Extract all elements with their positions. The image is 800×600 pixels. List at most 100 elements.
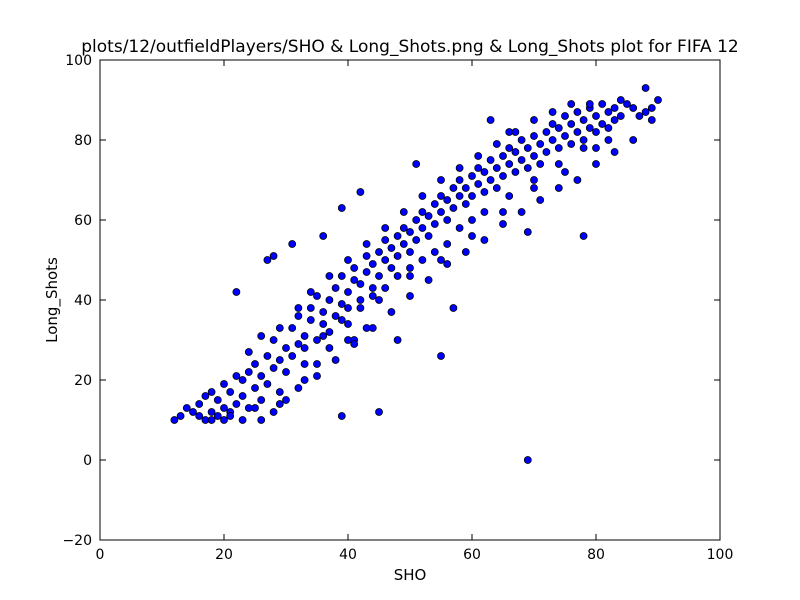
scatter-point — [263, 352, 272, 360]
scatter-point — [443, 196, 452, 204]
scatter-point — [424, 276, 433, 284]
scatter-point — [610, 104, 619, 112]
scatter-point — [641, 84, 650, 92]
scatter-point — [269, 408, 278, 416]
scatter-point — [530, 184, 538, 192]
scatter-point — [548, 120, 557, 128]
scatter-point — [288, 324, 297, 332]
scatter-point — [592, 160, 600, 168]
scatter-point — [449, 184, 458, 192]
scatter-point — [505, 144, 514, 152]
scatter-point — [579, 144, 588, 152]
scatter-point — [461, 200, 470, 208]
scatter-point — [592, 144, 600, 152]
scatter-point — [579, 116, 588, 124]
scatter-point — [592, 112, 600, 120]
scatter-point — [313, 292, 321, 300]
scatter-point — [406, 264, 414, 272]
scatter-point — [567, 140, 576, 148]
scatter-point — [344, 336, 352, 344]
scatter-point — [356, 304, 365, 312]
scatter-point — [244, 348, 253, 356]
scatter-point — [282, 396, 290, 404]
scatter-point — [418, 208, 427, 216]
scatter-point — [486, 176, 495, 184]
scatter-point — [207, 416, 216, 424]
scatter-point — [319, 308, 328, 316]
scatter-point — [288, 240, 297, 248]
scatter-point — [505, 160, 514, 168]
scatter-point — [530, 176, 538, 184]
scatter-point — [505, 192, 514, 200]
scatter-point — [585, 100, 594, 108]
scatter-point — [350, 340, 359, 348]
scatter-point — [554, 144, 563, 152]
scatter-point — [300, 344, 309, 352]
scatter-point — [269, 252, 278, 260]
scatter-point — [306, 304, 315, 312]
scatter-point — [387, 308, 396, 316]
scatter-point — [517, 136, 526, 144]
scatter-point — [275, 356, 284, 364]
scatter-point — [207, 408, 216, 416]
scatter-point — [523, 164, 532, 172]
scatter-point — [542, 128, 551, 136]
scatter-point — [269, 336, 278, 344]
scatter-point — [300, 376, 309, 384]
scatter-point — [437, 208, 445, 216]
scatter-point — [220, 404, 228, 412]
scatter-point — [337, 272, 346, 280]
scatter-point — [207, 388, 216, 396]
scatter-point — [418, 256, 427, 264]
scatter-point — [226, 388, 235, 396]
scatter-point — [294, 340, 303, 348]
scatter-point — [610, 148, 619, 156]
scatter-point — [455, 164, 464, 172]
scatter-point — [232, 400, 241, 408]
scatter-point — [362, 268, 371, 276]
scatter-point — [610, 116, 619, 124]
scatter-point — [375, 296, 383, 304]
x-axis-label: SHO — [394, 566, 427, 584]
scatter-point — [331, 284, 340, 292]
scatter-point — [480, 188, 489, 196]
scatter-point — [319, 332, 328, 340]
scatter-point — [375, 408, 383, 416]
scatter-point — [629, 136, 638, 144]
scatter-point — [474, 164, 483, 172]
scatter-point — [195, 412, 204, 420]
scatter-point — [486, 156, 495, 164]
scatter-point — [641, 108, 650, 116]
scatter-point — [331, 356, 340, 364]
scatter-point — [561, 132, 569, 140]
scatter-point — [362, 240, 371, 248]
scatter-point — [399, 208, 408, 216]
scatter-point — [480, 208, 489, 216]
scatter-point — [300, 332, 309, 340]
scatter-point — [226, 412, 235, 420]
scatter-point — [269, 364, 278, 372]
scatter-point — [282, 368, 290, 376]
scatter-point — [306, 288, 315, 296]
chart-title: plots/12/outfieldPlayers/SHO & Long_Shot… — [81, 37, 738, 57]
scatter-point — [319, 320, 328, 328]
scatter-point — [499, 208, 507, 216]
scatter-point — [337, 204, 346, 212]
scatter-point — [567, 120, 576, 128]
scatter-point — [554, 124, 563, 132]
scatter-point — [251, 360, 259, 368]
scatter-point — [294, 312, 303, 320]
scatter-point — [288, 352, 297, 360]
scatter-point — [220, 380, 228, 388]
scatter-point — [263, 380, 272, 388]
scatter-point — [499, 152, 507, 160]
scatter-point — [393, 336, 402, 344]
scatter-point — [220, 416, 228, 424]
scatter-point — [492, 184, 501, 192]
scatter-point — [257, 396, 266, 404]
scatter-point — [561, 168, 569, 176]
y-tick-label: 80 — [74, 133, 92, 149]
scatter-point — [350, 276, 359, 284]
